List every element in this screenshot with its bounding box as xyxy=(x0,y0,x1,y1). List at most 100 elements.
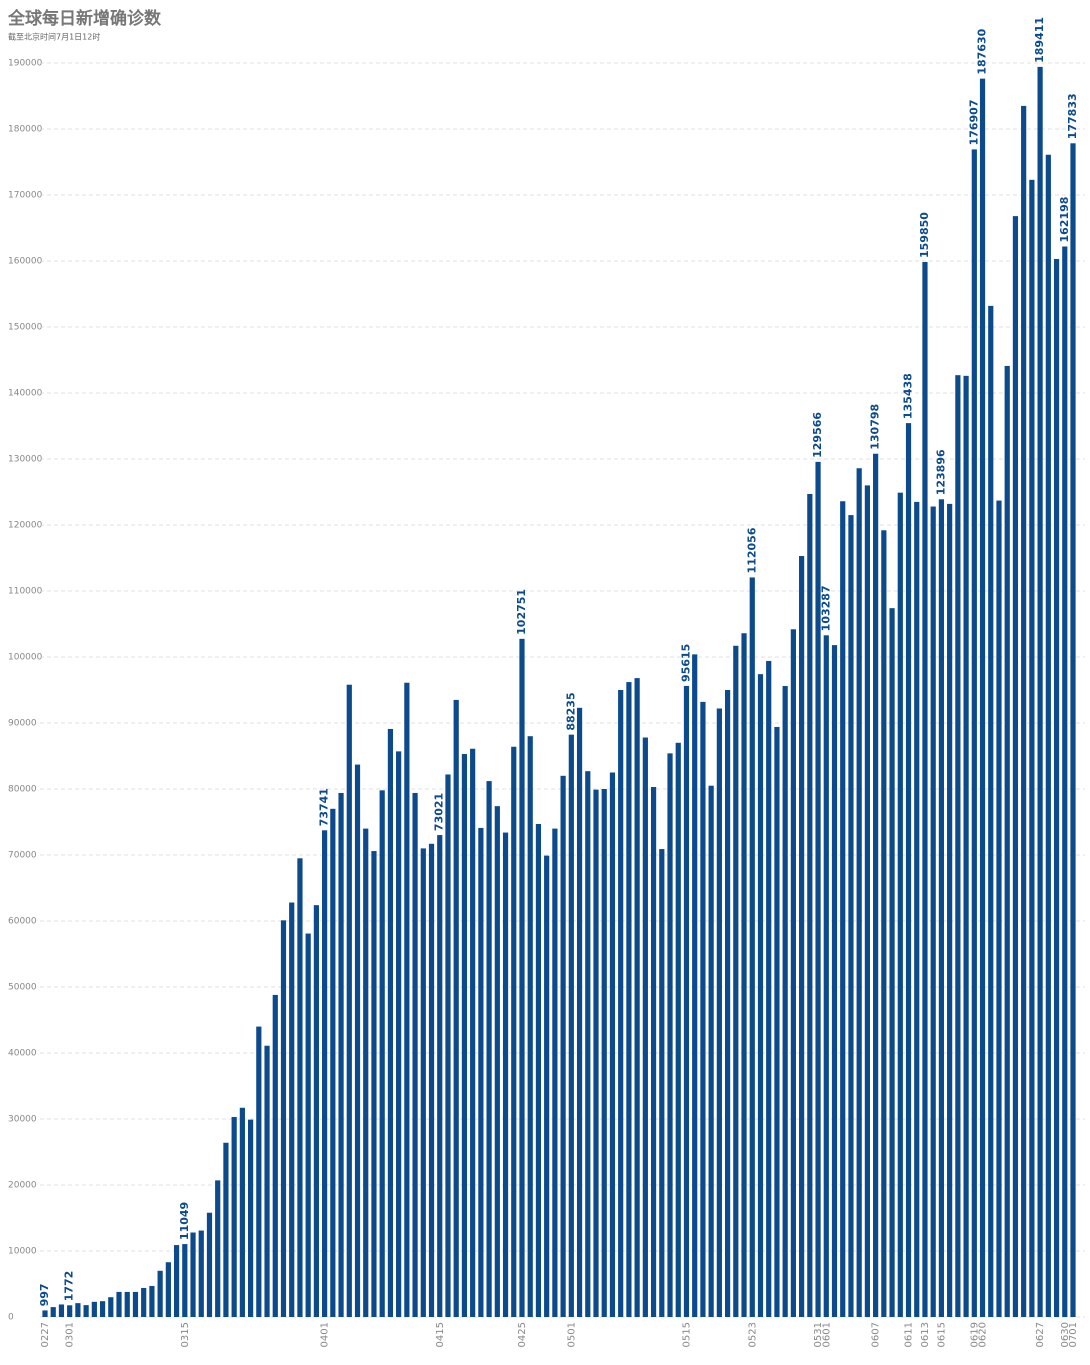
x-tick-label: 0611 xyxy=(904,1322,915,1347)
bar xyxy=(733,645,739,1317)
bar xyxy=(412,792,418,1317)
y-tick-label: 30000 xyxy=(8,1115,37,1125)
bar xyxy=(305,933,311,1317)
bar xyxy=(206,1212,213,1317)
x-tick-label: 0619 xyxy=(969,1322,980,1347)
bar xyxy=(239,1107,245,1317)
bar xyxy=(979,78,986,1318)
bar xyxy=(75,1303,81,1317)
bar xyxy=(91,1301,97,1317)
bar xyxy=(823,635,829,1317)
bar xyxy=(996,500,1002,1318)
bar xyxy=(289,902,295,1317)
bar xyxy=(881,530,887,1317)
y-tick-label: 20000 xyxy=(8,1181,37,1191)
bar xyxy=(108,1297,114,1317)
bar xyxy=(453,699,459,1317)
x-tick-label: 0607 xyxy=(871,1322,882,1347)
x-tick-label: 0601 xyxy=(821,1322,832,1347)
x-tick-label: 0227 xyxy=(40,1322,51,1347)
bar xyxy=(659,849,665,1317)
bar xyxy=(1053,259,1060,1317)
bar xyxy=(445,774,451,1317)
bar xyxy=(346,684,352,1317)
bar xyxy=(749,577,755,1317)
bar xyxy=(905,423,912,1317)
bar xyxy=(938,499,945,1318)
bar xyxy=(782,686,788,1317)
bar xyxy=(535,823,542,1317)
bar xyxy=(988,305,994,1317)
value-label: 112056 xyxy=(745,527,758,573)
bar xyxy=(486,781,492,1317)
y-tick-label: 90000 xyxy=(8,719,37,729)
y-tick-label: 50000 xyxy=(8,983,37,993)
y-tick-label: 180000 xyxy=(8,125,43,135)
y-tick-label: 170000 xyxy=(8,191,43,201)
bar xyxy=(873,453,879,1318)
bar xyxy=(1004,365,1010,1317)
x-tick-label: 0701 xyxy=(1068,1322,1079,1347)
y-tick-label: 110000 xyxy=(8,587,43,597)
value-label: 88235 xyxy=(564,692,577,730)
bar xyxy=(99,1301,106,1317)
bar xyxy=(124,1291,130,1317)
bar xyxy=(634,678,640,1317)
bar xyxy=(198,1230,204,1317)
bar xyxy=(724,690,731,1317)
bar xyxy=(774,726,780,1317)
x-tick-label: 0613 xyxy=(920,1322,931,1347)
bar xyxy=(231,1117,237,1317)
bar xyxy=(116,1291,122,1317)
bar xyxy=(215,1180,221,1317)
bar xyxy=(552,828,558,1317)
bar xyxy=(182,1244,188,1317)
bar xyxy=(1021,105,1027,1317)
bar xyxy=(141,1287,147,1317)
bar xyxy=(626,682,632,1317)
bar xyxy=(478,827,484,1317)
bar xyxy=(831,645,838,1317)
bar xyxy=(437,835,443,1317)
bar xyxy=(930,506,936,1317)
bar xyxy=(502,832,509,1317)
bar xyxy=(379,790,385,1317)
bar xyxy=(971,149,977,1317)
bar xyxy=(593,789,599,1317)
chart-title: 全球每日新增确诊数 xyxy=(7,8,162,29)
bar xyxy=(67,1305,73,1317)
bar xyxy=(848,515,854,1317)
y-tick-label: 120000 xyxy=(8,521,43,531)
bar xyxy=(947,503,953,1317)
bar xyxy=(404,682,410,1317)
bar xyxy=(840,501,846,1317)
bar xyxy=(741,633,747,1317)
value-label: 997 xyxy=(38,1283,51,1306)
bar xyxy=(190,1232,196,1317)
bar xyxy=(132,1291,139,1317)
x-tick-label: 0615 xyxy=(936,1322,947,1347)
bar xyxy=(428,843,435,1317)
bar xyxy=(297,858,303,1317)
y-tick-label: 10000 xyxy=(8,1247,37,1257)
bar xyxy=(58,1304,65,1317)
bar xyxy=(815,461,821,1318)
y-tick-label: 130000 xyxy=(8,455,43,465)
bar xyxy=(618,690,624,1317)
bar xyxy=(807,493,813,1318)
x-tick-label: 0501 xyxy=(566,1322,577,1347)
bar xyxy=(766,660,772,1317)
y-tick-label: 160000 xyxy=(8,257,43,267)
value-label: 176907 xyxy=(967,99,980,145)
bar xyxy=(165,1262,171,1317)
bar xyxy=(149,1285,155,1317)
bar xyxy=(322,830,328,1317)
bar xyxy=(609,772,616,1317)
bar xyxy=(83,1305,89,1317)
bar xyxy=(1012,216,1019,1317)
bar xyxy=(1029,179,1035,1317)
bar xyxy=(519,638,525,1317)
bar xyxy=(568,734,574,1317)
bar xyxy=(856,468,862,1317)
